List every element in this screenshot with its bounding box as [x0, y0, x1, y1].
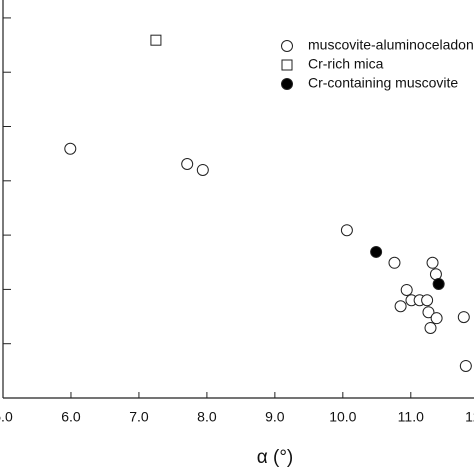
x-tick-label: 5.0 — [0, 409, 13, 425]
point — [181, 157, 194, 170]
legend-marker — [281, 59, 293, 71]
x-tick-label: 8.0 — [197, 409, 217, 425]
point — [426, 256, 439, 269]
legend-marker — [281, 40, 293, 52]
point — [432, 277, 445, 290]
x-tick-label: 7.0 — [129, 409, 149, 425]
point — [459, 359, 472, 372]
point — [422, 306, 435, 319]
point — [400, 283, 413, 296]
x-tick-label: 12.0 — [465, 409, 474, 425]
point — [150, 34, 162, 46]
x-tick-label: 11.0 — [398, 409, 424, 425]
point — [196, 163, 209, 176]
legend-label: Cr-rich mica — [308, 56, 384, 72]
legend-label: muscovite-aluminoceladonite — [308, 37, 474, 53]
x-tick-label: 10.0 — [329, 409, 356, 425]
legend-label: Cr-containing muscovite — [308, 75, 458, 91]
x-axis-label: α (°) — [257, 447, 294, 468]
point — [370, 245, 383, 258]
point — [64, 142, 77, 155]
legend-marker — [281, 78, 293, 90]
point — [394, 300, 407, 313]
point — [430, 312, 443, 325]
x-tick-label: 9.0 — [265, 409, 285, 425]
point — [424, 321, 437, 334]
point — [388, 256, 401, 269]
point — [421, 294, 434, 307]
point — [429, 268, 442, 281]
point — [340, 224, 353, 237]
point — [457, 311, 470, 324]
x-tick-label: 6.0 — [61, 409, 81, 425]
